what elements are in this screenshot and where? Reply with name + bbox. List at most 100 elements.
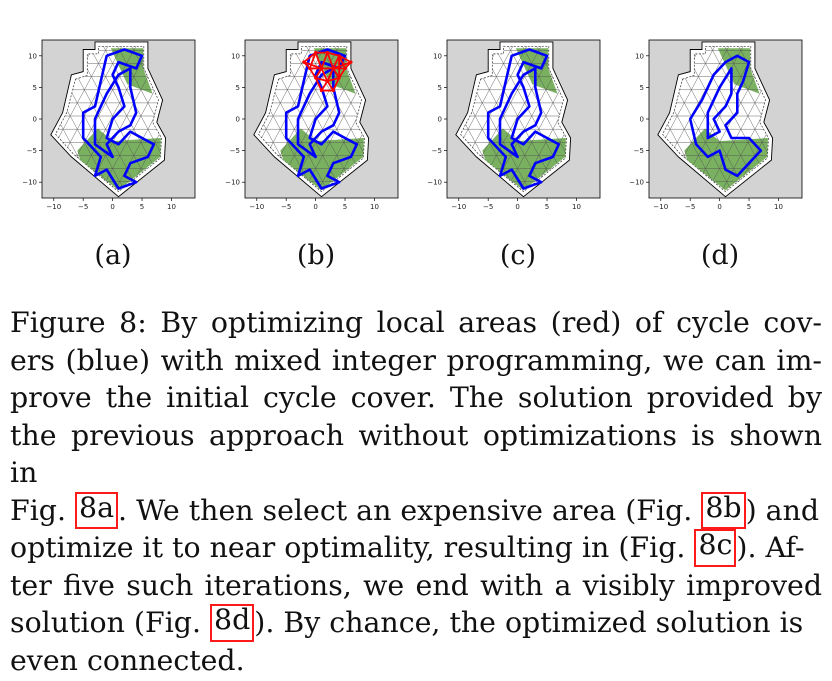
cycle-cover-1	[284, 48, 359, 190]
y-tick-label: −5	[634, 147, 644, 155]
y-tick-label: −5	[27, 147, 37, 155]
x-tick-label: −5	[281, 203, 291, 211]
subfigure-a-plot: −10 −5 0 5 10 10 5 0 −5 −10	[22, 39, 196, 211]
x-tick-label: 10	[774, 203, 783, 211]
local-area-edge	[314, 77, 323, 91]
local-area-edge	[338, 55, 352, 63]
local-area-node	[314, 51, 318, 55]
local-area-edge	[326, 52, 335, 69]
x-tick-label: −10	[451, 203, 466, 211]
figure-caption: Figure 8: By optimizing local areas (red…	[10, 304, 822, 679]
x-tick-label: −10	[46, 203, 61, 211]
local-area-edge	[332, 77, 340, 91]
local-area-edge	[332, 61, 352, 70]
local-area-edge	[320, 52, 329, 69]
local-area-node	[331, 88, 335, 93]
caption-line: optimize it to near optimality, resultin…	[10, 529, 822, 567]
x-tick-label: −5	[78, 203, 88, 211]
subfigure-b-label: (b)	[296, 240, 336, 271]
local-area-node	[319, 88, 324, 93]
figure-ref-link[interactable]: 8a	[75, 491, 119, 529]
local-area-edge	[326, 68, 335, 82]
local-area-node	[325, 51, 329, 55]
y-tick-label: 10	[231, 52, 240, 60]
y-tick-label: −10	[427, 179, 442, 187]
inner-boundary	[55, 45, 162, 193]
y-tick-label: −5	[230, 147, 240, 155]
x-tick-label: 10	[572, 203, 581, 211]
local-area-edge	[326, 80, 335, 92]
x-tick-label: 0	[515, 203, 519, 211]
local-area-edge	[320, 80, 329, 92]
local-area-red	[302, 51, 353, 93]
y-tick-label: −10	[629, 179, 644, 187]
local-area-node	[343, 66, 347, 71]
caption-line: Fig. 8a. We then select an expensive are…	[10, 491, 822, 529]
y-tick-label: 0	[438, 116, 442, 124]
caption-text: optimize it to near optimality, resultin…	[10, 531, 695, 564]
caption-text: even connected.	[10, 643, 245, 677]
local-area-edge	[320, 68, 329, 82]
inner-boundary	[258, 45, 365, 193]
subfigure-b-plot: −10 −5 0 5 10 10 5 0 −5 −10	[225, 39, 399, 211]
local-area-edge	[327, 77, 340, 82]
local-area-edge	[327, 51, 340, 57]
cycle-cover-1	[486, 48, 561, 190]
local-area-edge	[308, 67, 317, 79]
coverage-area-top	[515, 48, 558, 94]
y-tick-label: −5	[432, 147, 442, 155]
local-area-node	[302, 60, 306, 64]
local-area-node	[314, 76, 318, 80]
local-area-node	[325, 79, 329, 83]
local-area-node	[319, 66, 324, 71]
local-area-edge	[315, 77, 328, 82]
cycle-cover-1	[81, 48, 156, 190]
local-area-edge	[314, 52, 323, 69]
local-area-node	[337, 76, 341, 80]
local-area-node	[331, 66, 335, 71]
x-tick-label: 5	[140, 203, 144, 211]
x-tick-label: 5	[343, 203, 347, 211]
coverage-area-top	[110, 48, 153, 94]
x-tick-label: 0	[313, 203, 317, 211]
subfigure-a-label: (a)	[94, 240, 132, 271]
figure-ref-link[interactable]: 8b	[701, 491, 746, 529]
cycle-cover-2	[296, 67, 341, 159]
caption-text: ) and	[745, 493, 820, 527]
y-tick-label: 5	[640, 84, 644, 92]
local-area-node	[349, 60, 353, 64]
y-tick-label: 5	[33, 84, 37, 92]
inner-boundary	[460, 45, 567, 193]
local-area-edge	[314, 67, 323, 79]
local-area-node	[308, 66, 312, 71]
figure-ref-link[interactable]: 8c	[694, 529, 737, 567]
caption-line: solution (Fig. 8d). By chance, the optim…	[10, 604, 822, 642]
y-tick-label: −10	[22, 179, 37, 187]
subfigure-d: −10 −5 0 5 10 10 5 0 −5 −10	[622, 26, 818, 216]
subfigure-a: −10 −5 0 5 10 10 5 0 −5 −10	[15, 26, 211, 216]
caption-text: Figure 8: By optimizing local areas (red…	[10, 306, 822, 339]
caption-text: ers (blue) with mixed integer programmin…	[10, 343, 822, 377]
cycle-cover-2	[498, 67, 543, 159]
caption-line: prove the initial cycle cover. The solut…	[10, 379, 822, 417]
x-tick-label: 5	[545, 203, 549, 211]
local-area-edge	[303, 61, 322, 70]
subfigure-c-plot: −10 −5 0 5 10 10 5 0 −5 −10	[427, 39, 601, 211]
x-tick-label: 0	[110, 203, 114, 211]
subfigure-d-plot: −10 −5 0 5 10 10 5 0 −5 −10	[629, 39, 803, 211]
y-tick-label: 10	[635, 52, 644, 60]
x-tick-label: −5	[685, 203, 695, 211]
cycle-cover-2	[93, 67, 138, 159]
y-tick-label: 0	[236, 116, 240, 124]
y-tick-label: 10	[28, 52, 37, 60]
subfigure-c-label: (c)	[499, 240, 537, 271]
subfigure-b: −10 −5 0 5 10 10 5 0 −5 −10	[218, 26, 414, 216]
caption-line: ter five such iterations, we end with a …	[10, 567, 822, 605]
y-tick-label: 0	[640, 116, 644, 124]
caption-text: . We then select an expensive area (Fig.	[118, 493, 702, 527]
local-area-edge	[338, 67, 346, 79]
caption-line: even connected.	[10, 642, 822, 680]
figure-ref-link[interactable]: 8d	[210, 604, 255, 642]
caption-text: Fig.	[10, 493, 76, 527]
caption-text: ). By chance, the optimized solution is	[254, 606, 804, 639]
